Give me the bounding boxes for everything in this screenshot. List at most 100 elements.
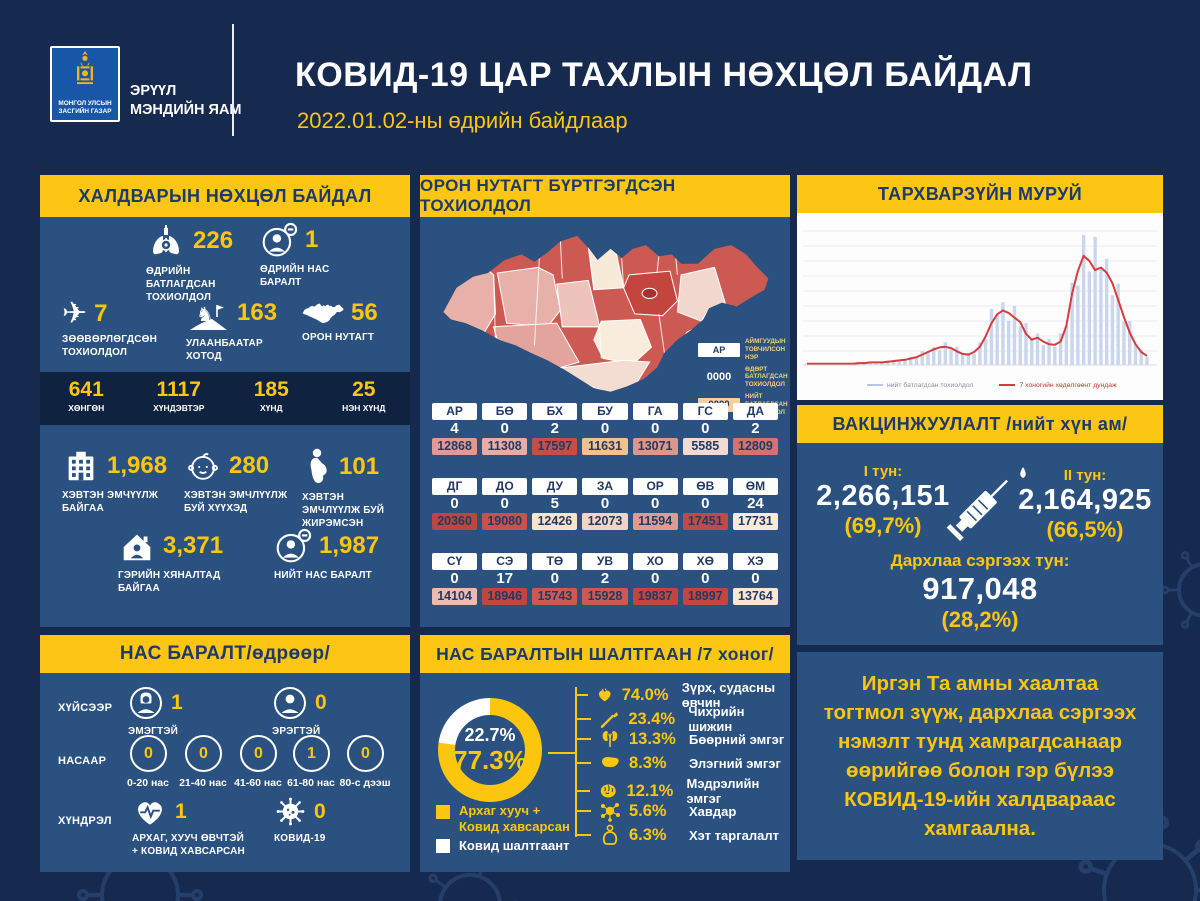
- stat-value: 163: [237, 299, 278, 326]
- cause-neuro: 12.1% Мэдрэлийн эмгэг: [577, 776, 790, 806]
- age-circle-21-40: 0: [185, 735, 222, 772]
- booster-value: 917,048: [922, 571, 1038, 606]
- cause-liver: 8.3% Элэгний эмгэг: [577, 752, 781, 774]
- tumor-cells-icon: [601, 803, 620, 822]
- epi-curve-chart: [803, 230, 1157, 366]
- vaccination-panel: ВАКЦИНЖУУЛАЛТ /нийт хүн ам/ I тун: 2,266…: [797, 405, 1163, 645]
- virus-icon: [276, 797, 305, 826]
- legend-swatch-yellow: [436, 805, 450, 819]
- stat-provinces: 56 ОРОН НУТАГТ: [302, 299, 407, 344]
- mongolia-choropleth-map: [443, 235, 769, 392]
- province-cell: ДГ 0 20360: [432, 478, 478, 530]
- stat-daily-confirmed: 226 ӨДРИЙН БАТЛАГДСАН ТОХИОЛДОЛ: [146, 221, 276, 305]
- donut-legend-comorbid: Архаг хууч + Ковид хавсарсан: [436, 803, 574, 836]
- stat-value: 3,371: [163, 532, 224, 559]
- province-cell: УВ 2 15928: [582, 553, 628, 605]
- page-subtitle: 2022.01.02-ны өдрийн байдлаар: [297, 108, 628, 133]
- stat-label: ОРОН НУТАГТ: [302, 332, 375, 343]
- stat-value: 1,968: [107, 452, 168, 479]
- epi-curve-panel: ТАРХВАРЗҮЙН МУРУЙ нийт батлагдсан тохиол…: [797, 175, 1163, 400]
- age-label: 21-40 нас: [179, 777, 227, 789]
- stat-label: АРХАГ, ХУУЧ ӨВЧТЭЙ + КОВИД ХАВСАРСАН: [132, 833, 245, 858]
- deaths-male: 0 ЭРЭГТЭЙ: [272, 685, 382, 738]
- deaths-female: 1 ЭМЭГТЭЙ: [128, 685, 238, 738]
- stat-label: НИЙТ НАС БАРАЛТ: [274, 570, 372, 581]
- stat-pregnant: 101 ХЭВТЭН ЭМЧЛҮҮЛЖ БУЙ ЖИРЭМСЭН: [302, 447, 407, 531]
- age-label: 80-с дээш: [339, 777, 391, 789]
- public-health-message: Иргэн Та амны хаалтаа тогтмол зүүж, дарх…: [823, 671, 1137, 841]
- stat-label: УЛААНБААТАР ХОТОД: [186, 338, 263, 363]
- infection-panel-title: ХАЛДВАРЫН НӨХЦӨЛ БАЙДАЛ: [40, 175, 410, 217]
- donut-comorbid-pct: 77.3%: [453, 745, 527, 775]
- stat-daily-deaths: 1 ӨДРИЙН НАС БАРАЛТ: [260, 221, 380, 289]
- legend-swatch-line: [999, 384, 1016, 387]
- stat-label: ӨДРИЙН БАТЛАГДСАН ТОХИОЛДОЛ: [146, 266, 216, 304]
- legend-label: Архаг хууч + Ковид хавсарсан: [459, 803, 570, 835]
- stat-label: ӨДРИЙН НАС БАРАЛТ: [260, 264, 330, 289]
- province-cell: ДА 2 12809: [732, 403, 778, 455]
- dose1-block: I тун: 2,266,151 (69,7%): [813, 463, 953, 539]
- stat-label: ЭРЭГТЭЙ: [272, 726, 321, 737]
- message-panel: Иргэн Та амны хаалтаа тогтмол зүүж, дарх…: [797, 652, 1163, 860]
- stat-value: 0: [315, 691, 327, 714]
- stat-children: 280 ХЭВТЭН ЭМЧЛҮҮЛЖ БУЙ ХҮҮХЭД: [184, 447, 302, 515]
- stat-label: ХЭВТЭН ЭМЧҮҮЛЖ БАЙГАА: [62, 490, 159, 515]
- severity-mild: 641 ХӨНГӨН: [68, 378, 105, 414]
- obesity-icon: [602, 824, 618, 845]
- kidneys-icon: [602, 731, 618, 748]
- by-sex-label: ХҮЙСЭЭР: [58, 702, 113, 714]
- syringe-icon: [946, 467, 1026, 542]
- regional-panel: ОРОН НУТАГТ БҮРТГЭГДСЭН ТОХИОЛДОЛ: [420, 175, 790, 627]
- cause-cancer: 5.6% Хавдар: [577, 800, 736, 822]
- header-divider: [232, 24, 234, 136]
- province-cell: ДУ 5 12426: [532, 478, 578, 530]
- province-cell: ГА 0 13071: [632, 403, 678, 455]
- stat-label: ГЭРИЙН ХЯНАЛТАД БАЙГАА: [118, 570, 221, 595]
- lancet-icon: [600, 712, 618, 729]
- legend-abbr-sample: АР: [698, 342, 740, 357]
- legend-moving-average: 7 хоногийн хөдөлгөөнт дундаж: [999, 382, 1117, 389]
- deaths-covid-only: 0 КОВИД-19: [274, 795, 384, 845]
- age-circle-80plus: 0: [347, 735, 384, 772]
- cause-diabetes: 23.4% Чихрийн шижин: [577, 704, 790, 734]
- legend-abbr-label: АЙМГУУДЫН ТОВЧИЛСОН НЭР: [745, 338, 786, 361]
- daily-deaths-title: НАС БАРАЛТ/өдрөөр/: [40, 635, 410, 673]
- map-region-north-center: [587, 242, 625, 291]
- logo-caption: МОНГОЛ УЛСЫН ЗАСГИЙН ГАЗАР: [58, 99, 112, 116]
- stat-value: 1: [305, 226, 319, 253]
- deaths-comorbid: 1 АРХАГ, ХУУЧ ӨВЧТЭЙ + КОВИД ХАВСАРСАН: [132, 795, 257, 858]
- age-circle-41-60: 0: [240, 735, 277, 772]
- legend-daily-label: ӨДӨРТ БАТЛАГДСАН ТОХИОЛДОЛ: [745, 365, 788, 389]
- vaccination-title: ВАКЦИНЖУУЛАЛТ /нийт хүн ам/: [797, 405, 1163, 443]
- age-circle-61-80: 1: [293, 735, 330, 772]
- heart-pulse-icon: [138, 802, 162, 825]
- epi-chart-area: нийт батлагдсан тохиолдол 7 хоногийн хөд…: [797, 213, 1163, 400]
- stat-label: ХЭВТЭН ЭМЧЛҮҮЛЖ БУЙ ЖИРЭМСЭН: [302, 492, 385, 530]
- stat-label: ХЭВТЭН ЭМЧЛҮҮЛЖ БУЙ ХҮҮХЭД: [184, 490, 288, 515]
- province-cell: ДО 0 19080: [482, 478, 528, 530]
- map-region-ulaanbaatar: [641, 287, 658, 300]
- province-cell: ХО 0 19837: [632, 553, 678, 605]
- daily-deaths-panel: НАС БАРАЛТ/өдрөөр/ ХҮЙСЭЭР 1 ЭМЭГТЭЙ: [40, 635, 410, 872]
- legend-swatch-white: [436, 838, 450, 853]
- government-logo: МОНГОЛ УЛСЫН ЗАСГИЙН ГАЗАР: [50, 46, 120, 122]
- stat-value: 280: [229, 452, 270, 479]
- epi-chart-legend: нийт батлагдсан тохиолдол 7 хоногийн хөд…: [867, 382, 1117, 389]
- cause-kidney: 13.3% Бөөрний эмгэг: [577, 728, 784, 750]
- heart-icon: [599, 688, 611, 702]
- stat-label: КОВИД-19: [274, 833, 326, 844]
- booster-block: Дархлаа сэргээх тун: 917,048 (28,2%): [860, 551, 1100, 633]
- cause-heart: 74.0% Зүрх, судасны өвчин: [577, 680, 790, 710]
- brain-icon: [600, 784, 616, 798]
- map-region-zavkhan: [496, 266, 561, 328]
- airplane-icon: ✈: [62, 297, 88, 330]
- monument-icon: ♞: [190, 302, 227, 330]
- person-deceased-icon: [262, 222, 298, 257]
- death-cause-donut: [438, 698, 542, 802]
- stat-value: 226: [193, 227, 234, 254]
- death-cause-title: НАС БАРАЛТЫН ШАЛТГААН /7 хоног/: [420, 635, 790, 673]
- legend-swatch-bars: [867, 384, 883, 387]
- by-age-label: НАСААР: [58, 755, 107, 767]
- province-cell: БӨ 0 11308: [482, 403, 528, 455]
